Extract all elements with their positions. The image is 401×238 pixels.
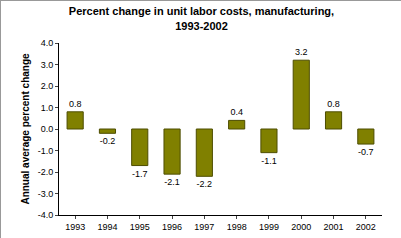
svg-text:3.0: 3.0 [41,60,54,70]
svg-text:1998: 1998 [227,222,247,232]
svg-text:4.0: 4.0 [41,38,54,48]
svg-text:-4.0: -4.0 [38,210,54,220]
svg-text:1.0: 1.0 [41,103,54,113]
svg-text:2001: 2001 [324,222,344,232]
svg-text:-2.2: -2.2 [197,179,213,189]
svg-text:1999: 1999 [259,222,279,232]
svg-text:1995: 1995 [130,222,150,232]
svg-text:1997: 1997 [194,222,214,232]
svg-text:1993: 1993 [65,222,85,232]
svg-text:2.0: 2.0 [41,81,54,91]
svg-text:-0.7: -0.7 [358,147,374,157]
svg-text:-2.0: -2.0 [38,167,54,177]
svg-text:-2.1: -2.1 [164,177,180,187]
svg-text:Annual average percent change: Annual average percent change [20,53,31,205]
svg-text:2002: 2002 [356,222,376,232]
svg-text:0.4: 0.4 [230,107,243,117]
svg-text:3.2: 3.2 [295,47,308,57]
svg-text:-0.2: -0.2 [100,136,116,146]
svg-text:0.8: 0.8 [69,99,82,109]
svg-text:2000: 2000 [291,222,311,232]
svg-text:-1.0: -1.0 [38,146,54,156]
svg-text:0.8: 0.8 [327,99,340,109]
svg-text:0.0: 0.0 [41,124,54,134]
svg-text:-1.7: -1.7 [132,169,148,179]
svg-text:1996: 1996 [162,222,182,232]
svg-text:1994: 1994 [97,222,117,232]
svg-text:Percent change in unit labor c: Percent change in unit labor costs, manu… [69,5,334,31]
svg-text:-1.1: -1.1 [261,156,277,166]
svg-text:-3.0: -3.0 [38,189,54,199]
